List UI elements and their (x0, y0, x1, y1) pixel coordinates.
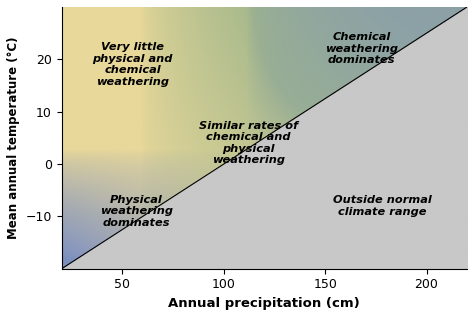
Text: Physical
weathering
dominates: Physical weathering dominates (100, 195, 173, 228)
Y-axis label: Mean annual temperature (°C): Mean annual temperature (°C) (7, 36, 20, 239)
Text: Chemical
weathering
dominates: Chemical weathering dominates (325, 32, 398, 65)
Text: Similar rates of
chemical and
physical
weathering: Similar rates of chemical and physical w… (199, 121, 298, 165)
Text: Very little
physical and
chemical
weathering: Very little physical and chemical weathe… (92, 42, 173, 87)
Text: Outside normal
climate range: Outside normal climate range (333, 195, 431, 217)
X-axis label: Annual precipitation (cm): Annual precipitation (cm) (168, 297, 360, 310)
